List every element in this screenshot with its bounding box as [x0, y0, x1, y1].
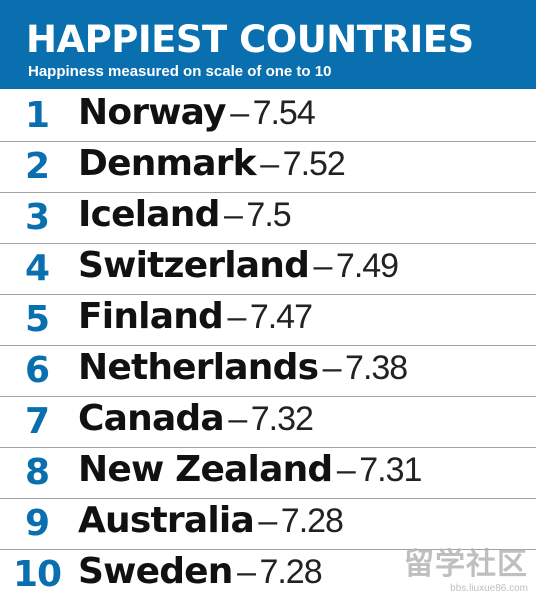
rank-number: 2 — [24, 146, 50, 187]
country-name: Canada — [78, 397, 225, 439]
rank-number: 5 — [24, 299, 50, 340]
row-entry: Iceland – 7.5 — [78, 190, 292, 247]
rank-number: 4 — [24, 248, 50, 289]
country-name: Netherlands — [78, 346, 319, 388]
happiness-score: 7.32 — [250, 399, 314, 438]
country-name: Sweden — [78, 550, 233, 592]
happiness-score: 7.31 — [359, 450, 422, 489]
table-row: 2 Denmark – 7.52 — [0, 142, 536, 193]
dash-separator: – — [258, 501, 277, 540]
row-entry: Netherlands – 7.38 — [78, 343, 408, 400]
happiness-score: 7.5 — [246, 195, 291, 234]
happiness-score: 7.28 — [259, 552, 322, 591]
happiness-score: 7.47 — [249, 297, 313, 336]
rank-number: 10 — [12, 554, 62, 595]
row-entry: Finland – 7.47 — [78, 292, 313, 349]
dash-separator: – — [260, 144, 279, 183]
watermark: 留学社区 bbs.liuxue86.com — [404, 539, 528, 594]
table-row: 6 Netherlands – 7.38 — [0, 346, 536, 397]
dash-separator: – — [237, 552, 256, 591]
country-name: Norway — [78, 91, 227, 133]
chart-title: HAPPIEST COUNTRIES — [26, 18, 474, 61]
table-row: 1 Norway – 7.54 — [0, 91, 536, 142]
table-row: 10 Sweden – 7.28 — [0, 550, 536, 600]
row-entry: Norway – 7.54 — [78, 88, 316, 145]
dash-separator: – — [336, 450, 356, 489]
country-name: New Zealand — [78, 448, 333, 490]
country-name: Switzerland — [78, 244, 310, 286]
table-row: 9 Australia – 7.28 — [0, 499, 536, 550]
row-entry: New Zealand – 7.31 — [78, 445, 422, 502]
country-name: Iceland — [78, 193, 220, 235]
dash-separator: – — [313, 246, 333, 285]
happiness-score: 7.28 — [280, 501, 344, 540]
rank-number: 7 — [24, 401, 50, 442]
watermark-logo-text: 留学社区 — [404, 548, 528, 581]
row-entry: Denmark – 7.52 — [78, 139, 346, 196]
rank-number: 3 — [24, 197, 50, 238]
row-entry: Switzerland – 7.49 — [78, 241, 399, 298]
rank-number: 8 — [24, 452, 50, 493]
table-row: 4 Switzerland – 7.49 — [0, 244, 536, 295]
chart-subtitle: Happiness measured on scale of one to 10 — [28, 63, 332, 80]
rank-number: 1 — [24, 95, 50, 136]
happiness-score: 7.54 — [252, 93, 316, 132]
country-name: Finland — [78, 295, 224, 337]
table-row: 3 Iceland – 7.5 — [0, 193, 536, 244]
row-entry: Canada – 7.32 — [78, 394, 314, 451]
table-row: 7 Canada – 7.32 — [0, 397, 536, 448]
table-row: 5 Finland – 7.47 — [0, 295, 536, 346]
country-name: Australia — [78, 499, 255, 541]
watermark-url: bbs.liuxue86.com — [450, 583, 528, 594]
row-entry: Sweden – 7.28 — [78, 547, 323, 604]
happiness-score: 7.52 — [282, 144, 346, 183]
country-name: Denmark — [78, 142, 257, 184]
dash-separator: – — [227, 297, 246, 336]
happiness-score: 7.49 — [335, 246, 399, 285]
dash-separator: – — [322, 348, 342, 387]
header-banner: HAPPIEST COUNTRIES Happiness measured on… — [0, 0, 536, 89]
dash-separator: – — [224, 195, 243, 234]
row-entry: Australia – 7.28 — [78, 496, 344, 553]
ranking-table: 1 Norway – 7.54 2 Denmark – 7.52 3 Iceland – … — [0, 91, 536, 600]
dash-separator: – — [228, 399, 247, 438]
rank-number: 9 — [24, 503, 50, 544]
table-row: 8 New Zealand – 7.31 — [0, 448, 536, 499]
dash-separator: – — [230, 93, 249, 132]
rank-number: 6 — [24, 350, 50, 391]
happiness-score: 7.38 — [345, 348, 408, 387]
